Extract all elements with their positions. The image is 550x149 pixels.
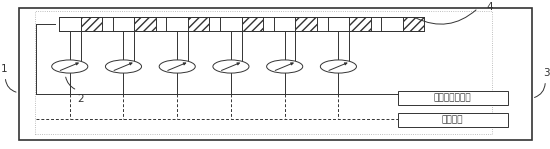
Bar <box>398 91 508 105</box>
Text: 2: 2 <box>77 94 84 104</box>
Text: 反射信号: 反射信号 <box>442 116 463 125</box>
Bar <box>167 17 188 31</box>
Bar <box>274 17 295 31</box>
Bar <box>113 17 134 31</box>
Ellipse shape <box>106 60 141 73</box>
Bar <box>381 17 403 31</box>
Bar <box>328 17 349 31</box>
Bar <box>349 17 371 31</box>
Ellipse shape <box>320 60 356 73</box>
Ellipse shape <box>267 60 302 73</box>
Text: 4: 4 <box>486 2 493 12</box>
Bar <box>80 17 102 31</box>
Ellipse shape <box>52 60 88 73</box>
Bar <box>295 17 317 31</box>
Bar <box>134 17 156 31</box>
Bar <box>188 17 210 31</box>
Text: 3: 3 <box>543 68 550 78</box>
Bar <box>220 17 241 31</box>
Bar <box>35 11 492 134</box>
Ellipse shape <box>159 60 195 73</box>
Text: 1: 1 <box>1 64 7 74</box>
Text: 无线信号发生器: 无线信号发生器 <box>434 94 471 103</box>
Ellipse shape <box>213 60 249 73</box>
Bar <box>59 17 80 31</box>
Bar <box>241 17 263 31</box>
Bar <box>398 113 508 127</box>
Bar <box>403 17 425 31</box>
